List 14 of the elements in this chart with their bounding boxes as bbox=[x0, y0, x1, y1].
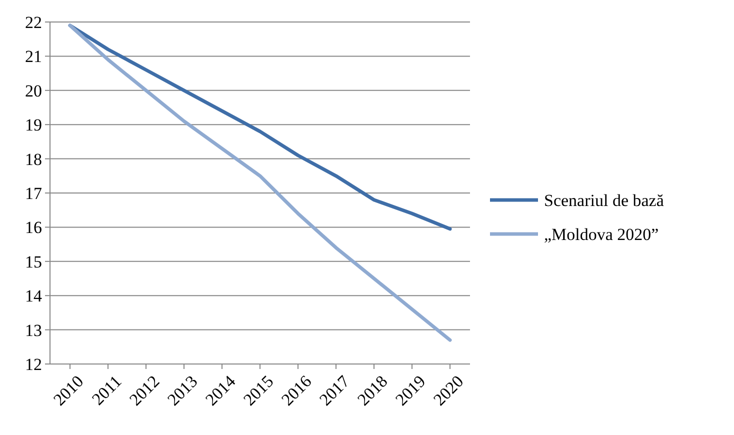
line-series bbox=[68, 24, 452, 342]
y-tick-label: 21 bbox=[25, 47, 42, 66]
y-tick-label: 12 bbox=[25, 354, 42, 374]
y-tick-label: 15 bbox=[25, 252, 42, 272]
y-tick-label: 22 bbox=[25, 12, 42, 32]
y-tick-label: 14 bbox=[25, 286, 42, 306]
y-tick-label: 19 bbox=[25, 116, 42, 135]
y-tick-label: 16 bbox=[25, 218, 42, 238]
legend-label: Scenariul de bază bbox=[544, 190, 664, 210]
legend-label: „Moldova 2020” bbox=[544, 224, 659, 244]
y-tick-label: 18 bbox=[25, 150, 42, 169]
y-tick-label: 20 bbox=[25, 81, 42, 100]
y-tick-label: 13 bbox=[25, 320, 42, 340]
y-tick-label: 17 bbox=[25, 184, 42, 203]
